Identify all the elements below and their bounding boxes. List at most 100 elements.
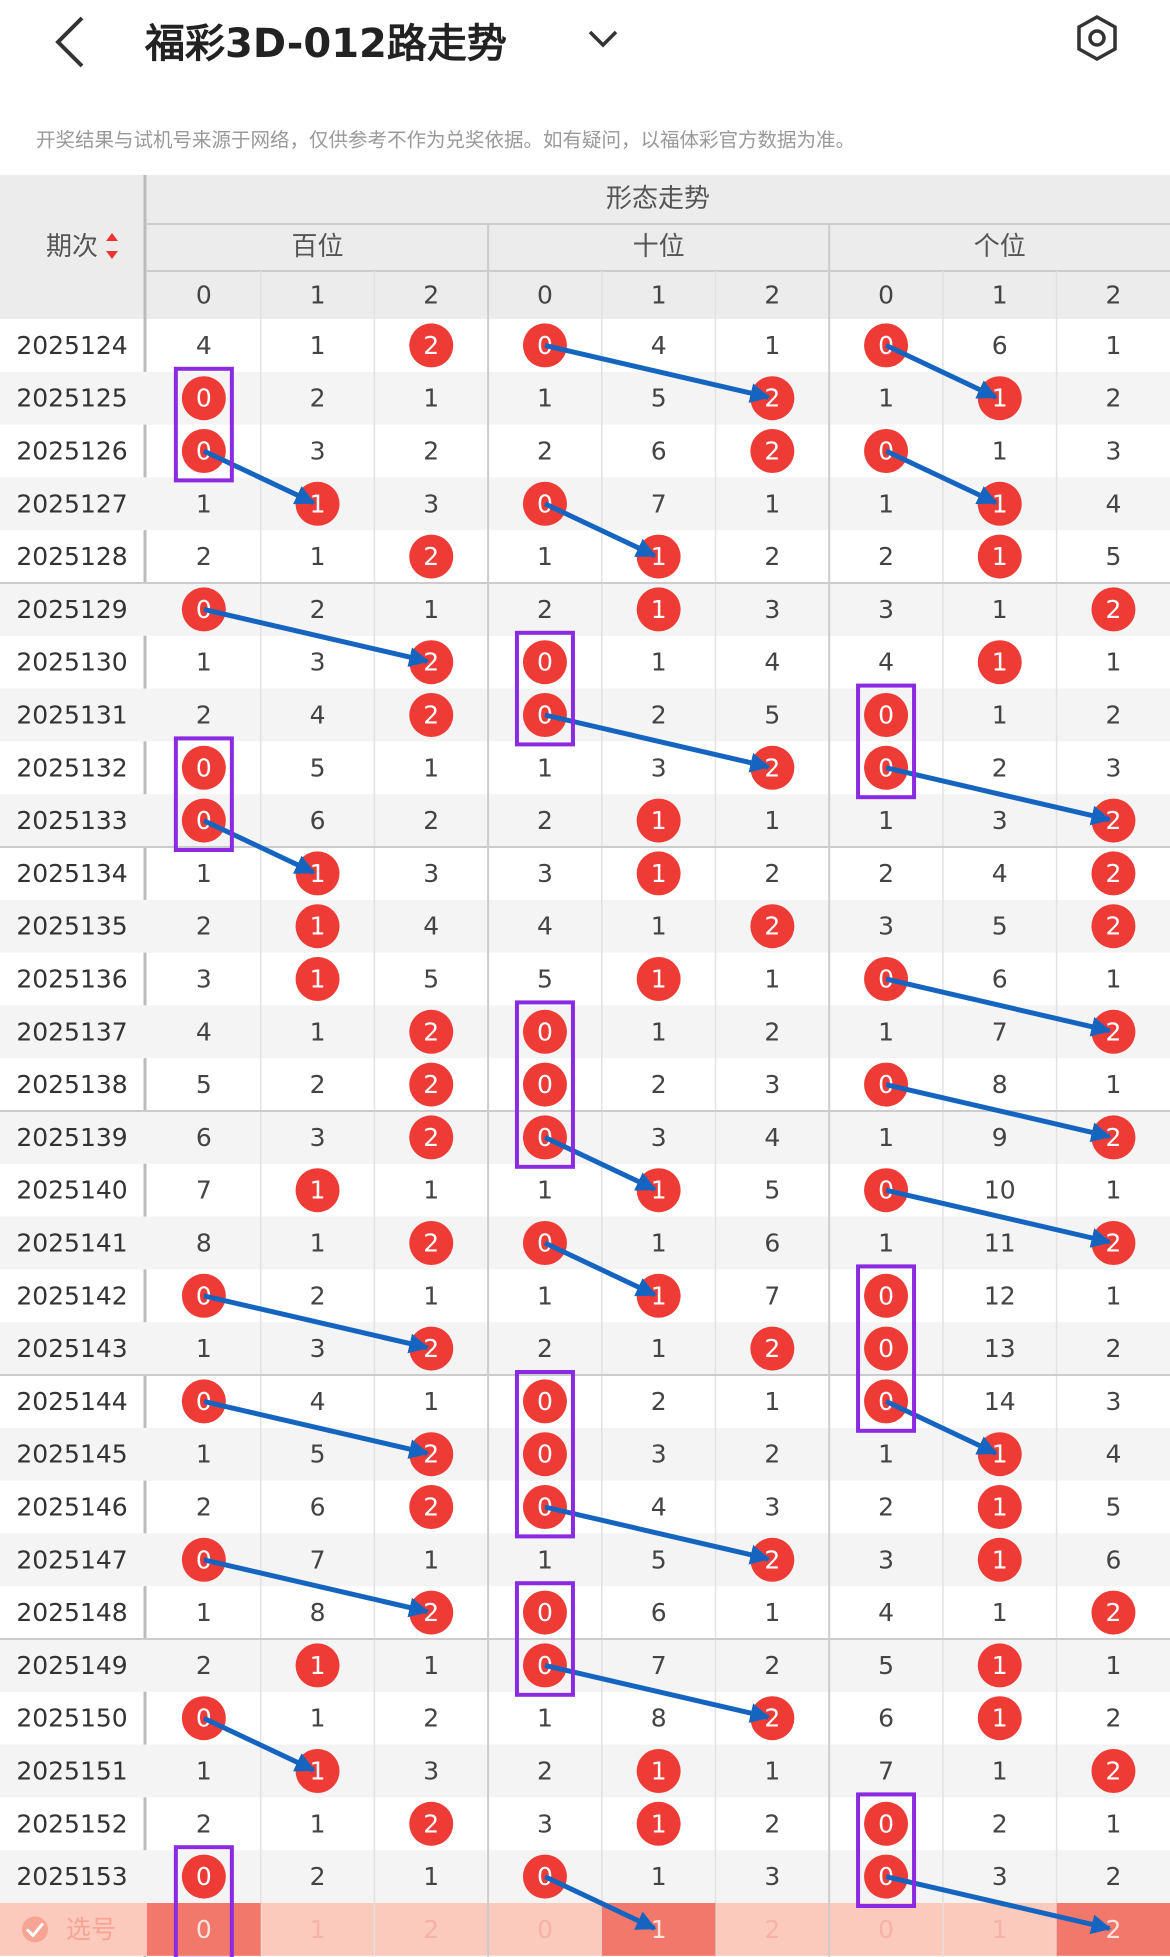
miss-count: 3 <box>310 1334 326 1363</box>
miss-count: 5 <box>1105 1493 1121 1522</box>
digit-header: 0 <box>537 281 553 310</box>
miss-count: 1 <box>196 859 212 888</box>
miss-count: 2 <box>537 1757 553 1786</box>
select-digit[interactable]: 2 <box>764 1915 780 1944</box>
miss-count: 1 <box>651 1334 667 1363</box>
miss-count: 1 <box>196 1598 212 1627</box>
miss-count: 5 <box>310 753 326 782</box>
miss-count: 7 <box>196 1176 212 1205</box>
hit-value: 2 <box>423 1123 439 1152</box>
header-bg <box>0 175 1170 319</box>
hit-ball <box>864 693 909 737</box>
hit-ball <box>522 1009 567 1054</box>
miss-count: 6 <box>992 331 1008 360</box>
miss-count: 2 <box>310 384 326 413</box>
miss-count: 3 <box>537 1809 553 1838</box>
hit-ball <box>295 957 340 1001</box>
trend-arrow <box>885 1874 1112 1935</box>
select-digit[interactable]: 1 <box>310 1915 326 1944</box>
hit-value: 0 <box>196 384 212 413</box>
period: 2025126 <box>16 437 127 466</box>
period: 2025136 <box>16 965 127 994</box>
miss-count: 2 <box>651 1387 667 1416</box>
period: 2025140 <box>16 1176 127 1205</box>
miss-count: 2 <box>878 1493 894 1522</box>
miss-count: 3 <box>992 1862 1008 1891</box>
select-digit[interactable]: 1 <box>992 1915 1008 1944</box>
chosen-cell[interactable] <box>1056 1903 1170 1956</box>
sort-icon[interactable] <box>106 233 118 259</box>
hit-ball <box>522 640 567 685</box>
miss-count: 3 <box>310 648 326 677</box>
miss-count: 2 <box>423 1704 439 1733</box>
miss-count: 12 <box>984 1281 1016 1310</box>
settings-button[interactable] <box>1077 14 1117 62</box>
miss-count: 1 <box>423 1387 439 1416</box>
hit-ball <box>409 534 454 579</box>
miss-count: 1 <box>1105 648 1121 677</box>
miss-count: 1 <box>537 542 553 571</box>
miss-count: 3 <box>310 1123 326 1152</box>
hit-value: 1 <box>651 1757 667 1786</box>
digit-header: 0 <box>878 281 894 310</box>
hit-value: 1 <box>992 1545 1008 1574</box>
hit-value: 1 <box>310 1651 326 1680</box>
miss-count: 1 <box>992 701 1008 730</box>
miss-count: 2 <box>1105 1334 1121 1363</box>
trend-arrow <box>203 1557 430 1618</box>
period-header: 期次 <box>46 232 98 262</box>
miss-count: 4 <box>196 331 212 360</box>
miss-count: 2 <box>1105 1862 1121 1891</box>
miss-count: 4 <box>651 1493 667 1522</box>
miss-count: 2 <box>196 1809 212 1838</box>
trend-arrow <box>544 342 771 403</box>
miss-count: 1 <box>537 753 553 782</box>
trend-arrow <box>885 1082 1112 1143</box>
select-digit[interactable]: 0 <box>537 1915 553 1944</box>
period: 2025150 <box>16 1704 127 1733</box>
miss-count: 2 <box>764 542 780 571</box>
highlight-box <box>856 1792 917 1909</box>
hit-ball <box>181 376 226 421</box>
hit-value: 2 <box>1105 912 1121 941</box>
period: 2025131 <box>16 701 127 730</box>
hit-ball <box>409 693 454 737</box>
miss-count: 1 <box>1105 1651 1121 1680</box>
miss-count: 3 <box>310 437 326 466</box>
miss-count: 2 <box>196 1651 212 1680</box>
chosen-cell[interactable] <box>147 1903 261 1956</box>
hit-ball <box>636 1749 681 1793</box>
period: 2025153 <box>16 1862 127 1891</box>
period: 2025127 <box>16 489 127 518</box>
notice: 开奖结果与试机号来源于网络，仅供参考不作为兑奖依据。如有疑问，以福体彩官方数据为… <box>36 129 855 152</box>
miss-count: 1 <box>310 1229 326 1258</box>
miss-count: 6 <box>651 1598 667 1627</box>
select-digit[interactable]: 2 <box>423 1915 439 1944</box>
period: 2025143 <box>16 1334 127 1363</box>
hit-ball <box>977 534 1022 579</box>
trend-arrow <box>202 1715 316 1773</box>
dropdown[interactable] <box>588 30 618 48</box>
select-digit[interactable]: 0 <box>878 1915 894 1944</box>
trend-arrow <box>543 501 657 558</box>
miss-count: 2 <box>310 1070 326 1099</box>
miss-count: 1 <box>764 1387 780 1416</box>
miss-count: 1 <box>1105 331 1121 360</box>
select-digit[interactable]: 0 <box>196 1915 212 1944</box>
period: 2025128 <box>16 542 127 571</box>
miss-count: 3 <box>764 595 780 624</box>
check-icon[interactable] <box>22 1916 48 1943</box>
trend-arrow <box>544 1662 771 1723</box>
row-bg <box>0 1744 1170 1798</box>
miss-count: 2 <box>764 1809 780 1838</box>
hit-value: 2 <box>764 437 780 466</box>
hit-value: 2 <box>423 1809 439 1838</box>
miss-count: 14 <box>984 1387 1016 1416</box>
miss-count: 11 <box>984 1229 1016 1258</box>
miss-count: 1 <box>1105 1809 1121 1838</box>
trend-arrow <box>202 448 316 506</box>
miss-count: 1 <box>878 489 894 518</box>
back-button[interactable] <box>55 16 84 68</box>
miss-count: 1 <box>310 331 326 360</box>
